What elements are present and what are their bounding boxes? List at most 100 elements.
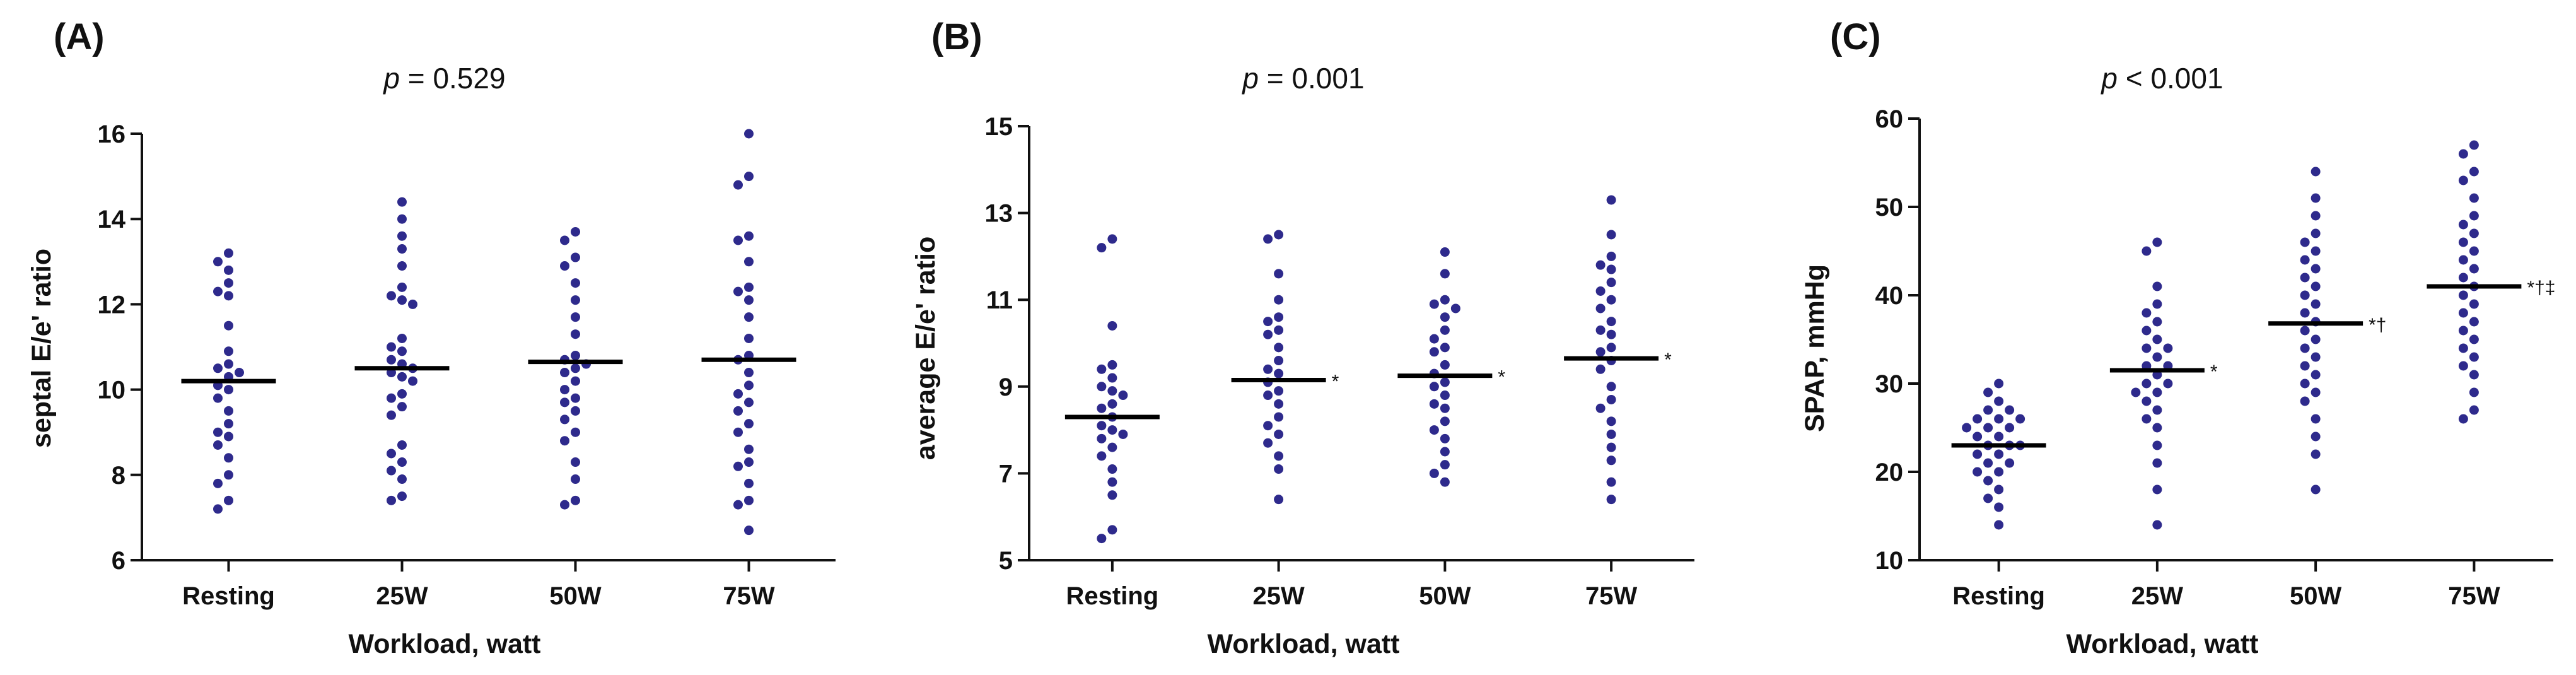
data-point (2469, 140, 2479, 150)
data-point (744, 444, 754, 454)
data-point (2311, 211, 2321, 221)
data-point (733, 180, 743, 190)
y-axis-label: average E/e' ratio (911, 237, 941, 460)
x-tick-label: 25W (2131, 582, 2183, 610)
data-point (387, 342, 396, 352)
data-point (224, 248, 233, 258)
data-point (1097, 403, 1107, 413)
data-point (1606, 329, 1616, 339)
data-point (2469, 334, 2479, 344)
data-point (2469, 317, 2479, 327)
data-point (387, 410, 396, 420)
data-point (571, 312, 580, 322)
data-point (1107, 320, 1117, 331)
data-point (2469, 370, 2479, 380)
data-point (2469, 193, 2479, 203)
y-tick-label: 6 (112, 547, 125, 575)
data-point (1263, 234, 1273, 244)
y-tick-label: 12 (98, 291, 126, 319)
data-point (2152, 281, 2162, 291)
data-point (2311, 193, 2321, 203)
data-point (397, 244, 407, 254)
y-tick-label: 40 (1875, 282, 1904, 310)
y-tick-label: 10 (1875, 547, 1904, 575)
data-point (1595, 286, 1606, 296)
data-point (1274, 269, 1284, 279)
y-tick-label: 9 (999, 373, 1013, 401)
data-point (1606, 317, 1616, 327)
data-point (1994, 414, 2004, 424)
data-point (397, 261, 407, 271)
data-point (2131, 387, 2141, 397)
data-point (387, 393, 396, 403)
data-point (733, 389, 743, 399)
data-point (1429, 399, 1439, 409)
data-point (1274, 295, 1284, 305)
data-point (2469, 405, 2479, 415)
data-point (2152, 520, 2162, 530)
data-point (1118, 390, 1128, 401)
data-point (1994, 484, 2004, 495)
data-point (397, 197, 407, 207)
data-point (1606, 278, 1616, 288)
data-point (744, 478, 754, 488)
data-point (1606, 455, 1616, 466)
data-point (560, 414, 569, 425)
data-point (2469, 211, 2479, 221)
data-point (1994, 467, 2004, 477)
data-point (397, 214, 407, 224)
data-point (2142, 396, 2152, 406)
data-point (1107, 477, 1117, 487)
data-point (560, 385, 569, 395)
data-point (1097, 433, 1107, 443)
data-point (2458, 273, 2468, 283)
data-point (224, 495, 233, 505)
x-tick-label: Resting (1066, 582, 1159, 610)
significance-marker: * (1332, 371, 1339, 392)
data-point (213, 478, 223, 488)
data-point (1107, 373, 1117, 383)
data-point (1263, 329, 1273, 339)
data-point (397, 457, 407, 467)
x-tick-label: 50W (1419, 582, 1471, 610)
data-point (2300, 273, 2310, 283)
data-point (224, 470, 233, 480)
data-point (733, 500, 743, 510)
data-point (1097, 382, 1107, 392)
data-point (1994, 449, 2004, 459)
data-point (2300, 361, 2310, 371)
data-point (1429, 299, 1439, 309)
y-tick-label: 13 (985, 200, 1013, 228)
y-tick-label: 16 (98, 120, 126, 148)
data-point (2152, 299, 2162, 309)
data-point (1274, 368, 1284, 379)
p-value: p = 0.001 (1241, 62, 1364, 95)
data-point (1429, 382, 1439, 392)
significance-marker: * (1498, 367, 1505, 388)
data-point (2152, 440, 2162, 450)
data-point (397, 346, 407, 356)
data-point (2458, 255, 2468, 265)
data-point (1429, 425, 1439, 435)
data-point (2311, 228, 2321, 238)
data-point (1983, 493, 1993, 503)
data-point (1440, 403, 1450, 413)
data-point (1097, 534, 1107, 544)
data-point (1606, 251, 1616, 261)
data-point (571, 457, 580, 467)
data-point (213, 504, 223, 514)
data-point (1274, 495, 1284, 505)
data-point (2152, 423, 2162, 433)
data-point (1118, 429, 1128, 439)
data-point (2300, 343, 2310, 353)
data-point (2142, 326, 2152, 336)
data-point (408, 376, 417, 386)
data-point (571, 393, 580, 403)
data-point (571, 295, 580, 305)
data-point (744, 397, 754, 408)
panel-label: (B) (931, 16, 982, 57)
data-point (213, 427, 223, 437)
data-point (387, 291, 396, 301)
data-point (1274, 429, 1284, 439)
y-tick-label: 5 (999, 547, 1013, 575)
